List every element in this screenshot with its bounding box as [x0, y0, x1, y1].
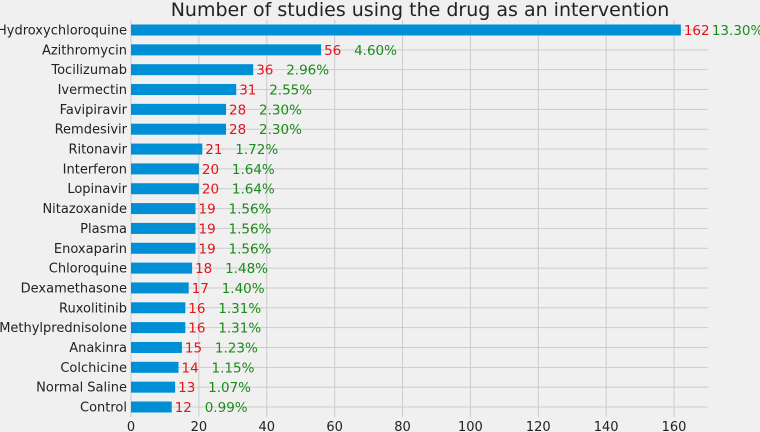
bar [131, 64, 254, 76]
percent-label: 1.48% [225, 261, 268, 277]
x-tick-label: 140 [594, 420, 619, 432]
count-label: 28 [229, 102, 246, 118]
x-tick-label: 20 [191, 420, 208, 432]
category-label: Nitazoxanide [42, 202, 127, 217]
bar [131, 341, 182, 353]
x-tick-label: 100 [458, 420, 483, 432]
percent-label: 1.56% [228, 221, 271, 237]
percent-label: 1.15% [212, 360, 255, 376]
category-label: Azithromycin [42, 43, 127, 58]
count-label: 19 [198, 241, 215, 257]
bars [131, 24, 681, 413]
bar [131, 361, 179, 373]
percent-label: 2.30% [259, 122, 302, 138]
percent-label: 1.31% [218, 321, 261, 337]
bar [131, 163, 199, 175]
bar [131, 24, 681, 36]
category-label: Hydroxychloroquine [0, 24, 127, 39]
bar [131, 103, 227, 115]
count-label: 19 [198, 221, 215, 237]
percent-label: 1.23% [215, 340, 258, 356]
category-label: Chloroquine [49, 262, 127, 277]
percent-label: 1.64% [232, 162, 275, 178]
category-label: Ritonavir [68, 143, 127, 158]
y-tick-labels: Hydroxychloroquine Azithromycin Tocilizuma… [0, 24, 128, 416]
percent-label: 2.96% [286, 63, 329, 79]
bar [131, 203, 196, 215]
x-tick-label: 40 [258, 420, 275, 432]
category-label: Interferon [63, 162, 127, 177]
percent-label: 1.64% [232, 182, 275, 198]
category-label: Ruxolitinib [59, 301, 127, 316]
count-label: 56 [324, 43, 341, 59]
category-label: Remdesivir [55, 123, 128, 138]
bar [131, 84, 237, 96]
percent-label: 2.55% [269, 83, 312, 99]
percent-label: 1.56% [228, 241, 271, 257]
category-label: Lopinavir [67, 182, 127, 197]
percent-label: 1.40% [222, 281, 265, 297]
count-label: 17 [192, 281, 209, 297]
count-label: 13 [178, 380, 195, 396]
bar [131, 262, 193, 274]
percent-label: 13.30% [712, 23, 760, 39]
count-label: 12 [175, 400, 192, 416]
x-tick-label: 0 [127, 420, 135, 432]
x-tick-label: 60 [326, 420, 343, 432]
bar [131, 302, 186, 314]
x-tick-label: 80 [394, 420, 411, 432]
category-label: Favipiravir [60, 103, 128, 118]
bar [131, 381, 176, 393]
count-label: 18 [195, 261, 212, 277]
category-label: Enoxaparin [54, 242, 127, 257]
percent-label: 1.72% [235, 142, 278, 158]
percent-label: 1.56% [228, 202, 271, 218]
percent-label: 0.99% [205, 400, 248, 416]
category-label: Plasma [80, 222, 127, 237]
category-label: Dexamethasone [21, 281, 127, 296]
count-label: 20 [202, 182, 219, 198]
percent-label: 1.31% [218, 301, 261, 317]
category-label: Colchicine [60, 361, 127, 376]
x-tick-label: 120 [526, 420, 551, 432]
bar [131, 222, 196, 234]
percent-label: 1.07% [208, 380, 251, 396]
count-label: 28 [229, 122, 246, 138]
value-annotations: 162 13.30% 56 4.60% 36 2.96% 31 2.55% 28 2.30% 28 2… [175, 23, 760, 416]
count-label: 31 [239, 83, 256, 99]
count-label: 14 [182, 360, 199, 376]
bar [131, 143, 203, 155]
category-label: Normal Saline [36, 381, 127, 396]
bar [131, 401, 172, 413]
bar [131, 322, 186, 334]
chart-title: Number of studies using the drug as an i… [171, 0, 670, 21]
category-label: Tocilizumab [50, 63, 127, 78]
x-tick-labels: 0 20 40 60 80 100 120 140 160 [127, 420, 687, 432]
count-label: 36 [256, 63, 273, 79]
count-label: 16 [188, 301, 205, 317]
x-tick-label: 160 [662, 420, 687, 432]
percent-label: 4.60% [354, 43, 397, 59]
bar [131, 242, 196, 254]
gridlines [130, 20, 708, 417]
bar [131, 123, 227, 135]
percent-label: 2.30% [259, 102, 302, 118]
count-label: 16 [188, 321, 205, 337]
bar [131, 44, 322, 56]
count-label: 162 [684, 23, 710, 39]
category-label: Methylprednisolone [0, 321, 127, 336]
bar [131, 183, 199, 195]
count-label: 19 [198, 202, 215, 218]
count-label: 20 [202, 162, 219, 178]
count-label: 15 [185, 340, 202, 356]
category-label: Anakinra [69, 341, 127, 356]
category-label: Ivermectin [58, 83, 127, 98]
bar [131, 282, 189, 294]
category-label: Control [80, 401, 127, 416]
count-label: 21 [205, 142, 222, 158]
